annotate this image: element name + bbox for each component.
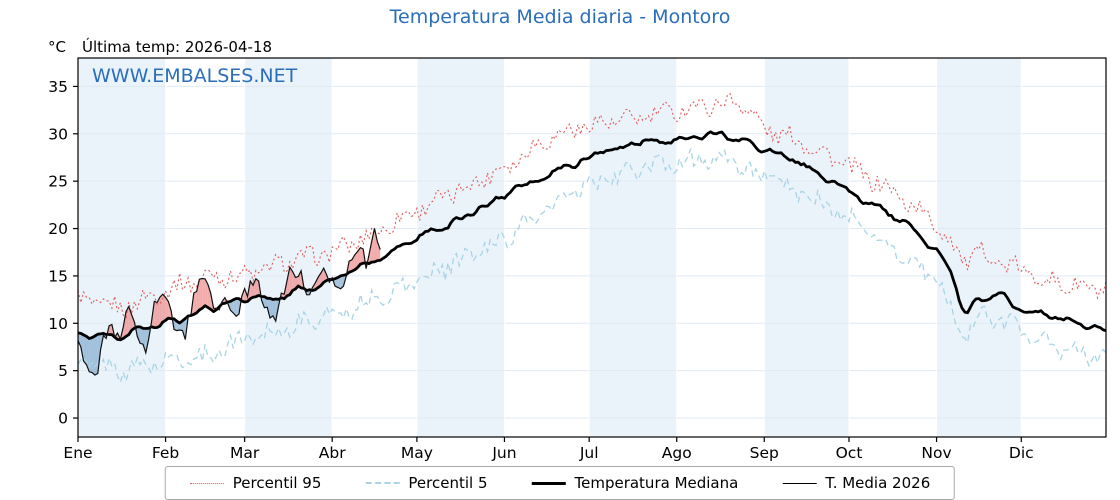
t-media-2026-line-icon (782, 482, 817, 484)
svg-text:Ene: Ene (63, 444, 92, 462)
y-axis-unit-label: °C (48, 38, 66, 56)
legend-label-percentil-5: Percentil 5 (408, 474, 488, 492)
svg-text:30: 30 (48, 125, 68, 143)
percentil-5-line-icon (365, 482, 400, 484)
svg-text:Mar: Mar (230, 444, 260, 462)
svg-text:5: 5 (58, 362, 68, 380)
legend-item-percentil-5: Percentil 5 (365, 474, 487, 492)
svg-text:May: May (401, 444, 433, 462)
svg-text:Dic: Dic (1009, 444, 1034, 462)
legend-item-percentil-95: Percentil 95 (189, 474, 322, 492)
svg-text:Abr: Abr (319, 444, 346, 462)
svg-text:10: 10 (48, 315, 68, 333)
chart-legend: Percentil 95 Percentil 5 Temperatura Med… (164, 466, 956, 500)
temperature-chart: 0 5 10 15 20 25 30 35 Ene Feb Mar Abr May Jun Jul Ago Se… (48, 57, 1107, 462)
svg-text:Sep: Sep (750, 444, 779, 462)
svg-text:Feb: Feb (152, 444, 179, 462)
watermark-text: WWW.EMBALSES.NET (92, 65, 298, 87)
svg-text:Ago: Ago (662, 444, 692, 462)
svg-text:Jul: Jul (579, 444, 599, 462)
svg-text:0: 0 (58, 410, 68, 428)
svg-text:Jun: Jun (491, 444, 516, 462)
svg-text:15: 15 (48, 267, 68, 285)
svg-text:20: 20 (48, 220, 68, 238)
legend-label-percentil-95: Percentil 95 (232, 474, 322, 492)
mediana-line-icon (531, 481, 566, 485)
svg-text:25: 25 (48, 173, 68, 191)
legend-label-t-media-2026: T. Media 2026 (825, 474, 931, 492)
svg-text:Oct: Oct (836, 444, 863, 462)
last-temp-label: Última temp: 2026-04-18 (82, 38, 273, 56)
legend-item-mediana: Temperatura Mediana (531, 474, 738, 492)
svg-text:35: 35 (48, 78, 68, 96)
legend-label-mediana: Temperatura Mediana (574, 474, 739, 492)
legend-item-t-media-2026: T. Media 2026 (782, 474, 930, 492)
svg-text:Nov: Nov (921, 444, 951, 462)
percentil-95-line-icon (189, 482, 224, 484)
page-title: Temperatura Media diaria - Montoro (389, 6, 731, 28)
